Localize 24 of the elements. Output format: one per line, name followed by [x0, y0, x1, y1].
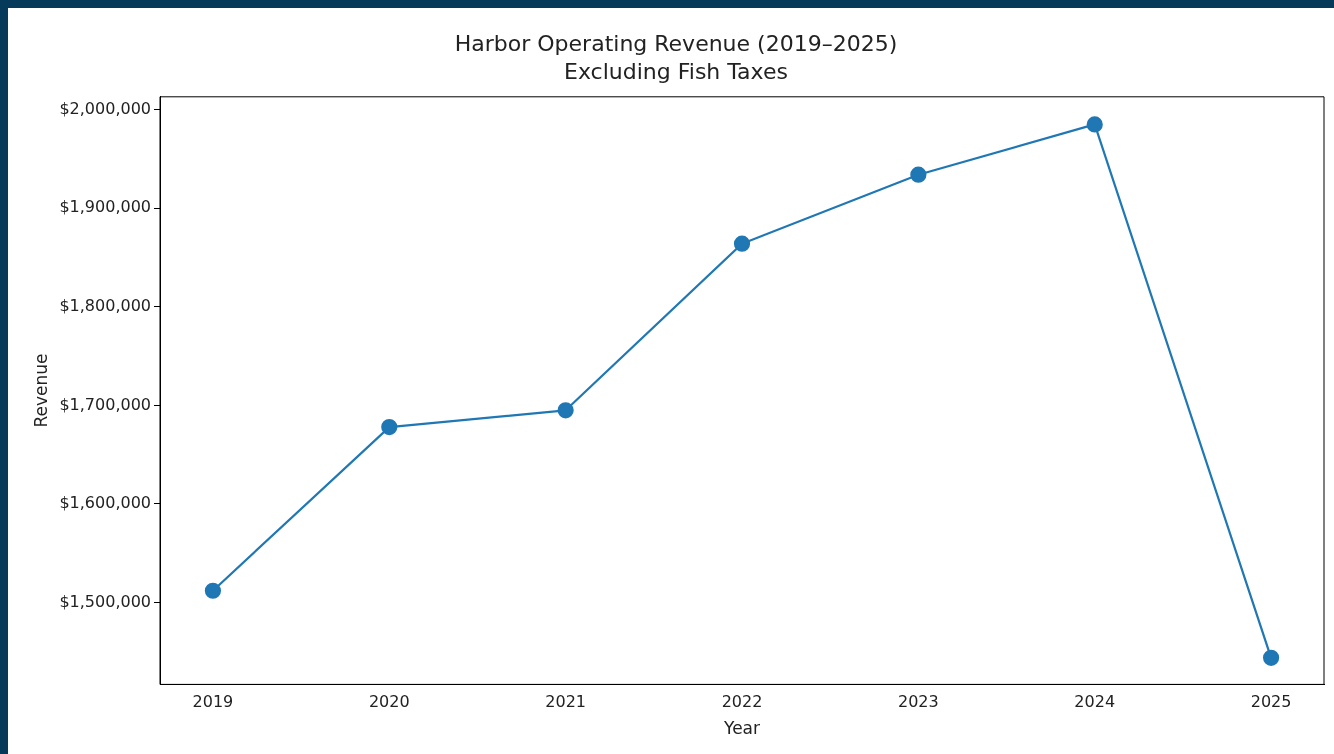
y-axis-title: Revenue [30, 353, 51, 428]
point [910, 166, 927, 183]
x-tick-label: 2019 [192, 692, 234, 712]
y-tick-label: $1,800,000 [59, 295, 152, 315]
x-tick-label: 2020 [368, 692, 410, 712]
x-tick-label: 2023 [898, 692, 939, 712]
point [557, 402, 574, 419]
x-axis-title: Year [723, 718, 761, 739]
chart-title: Harbor Operating Revenue (2019–2025) [454, 30, 898, 56]
chart-subtitle: Excluding Fish Taxes [564, 59, 788, 85]
point [1262, 649, 1280, 666]
y-tick-label: $1,500,000 [59, 591, 152, 611]
x-tick-label: 2021 [545, 692, 586, 712]
y-tick-label: $2,000,000 [59, 98, 152, 118]
y-tick-label: $1,600,000 [59, 493, 152, 513]
point [1086, 116, 1103, 133]
x-tick-label: 2022 [721, 692, 763, 712]
point [733, 235, 751, 252]
point [381, 418, 398, 436]
y-tick-label: $1,900,000 [59, 197, 152, 217]
point [204, 582, 222, 599]
x-tick-label: 2025 [1250, 692, 1292, 712]
y-tick-label: $1,700,000 [59, 394, 152, 414]
x-tick-label: 2024 [1074, 692, 1116, 712]
